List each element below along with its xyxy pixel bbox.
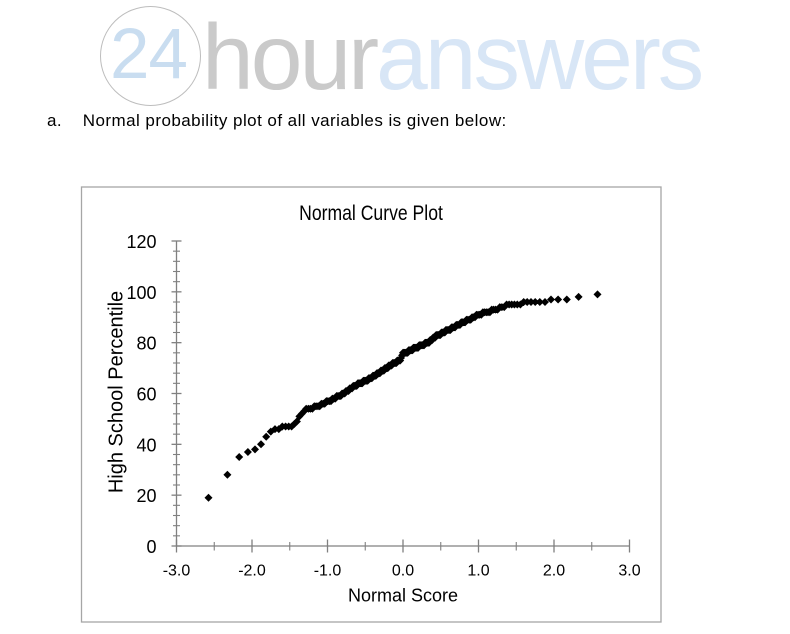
- svg-text:Normal Score: Normal Score: [348, 586, 458, 606]
- svg-text:40: 40: [136, 435, 156, 455]
- svg-text:3.0: 3.0: [618, 562, 640, 579]
- svg-text:80: 80: [136, 334, 156, 354]
- svg-text:-3.0: -3.0: [163, 562, 191, 579]
- svg-text:20: 20: [136, 486, 156, 506]
- svg-text:60: 60: [136, 385, 156, 405]
- svg-text:-2.0: -2.0: [238, 562, 266, 579]
- svg-text:1.0: 1.0: [467, 562, 489, 579]
- svg-text:High School Percentile: High School Percentile: [105, 291, 127, 493]
- svg-text:100: 100: [126, 283, 156, 303]
- svg-text:120: 120: [126, 232, 156, 252]
- svg-text:0: 0: [146, 537, 156, 557]
- svg-text:Normal Curve Plot: Normal Curve Plot: [299, 201, 443, 225]
- svg-text:-1.0: -1.0: [314, 562, 342, 579]
- svg-text:2.0: 2.0: [543, 562, 565, 579]
- svg-text:0.0: 0.0: [392, 562, 414, 579]
